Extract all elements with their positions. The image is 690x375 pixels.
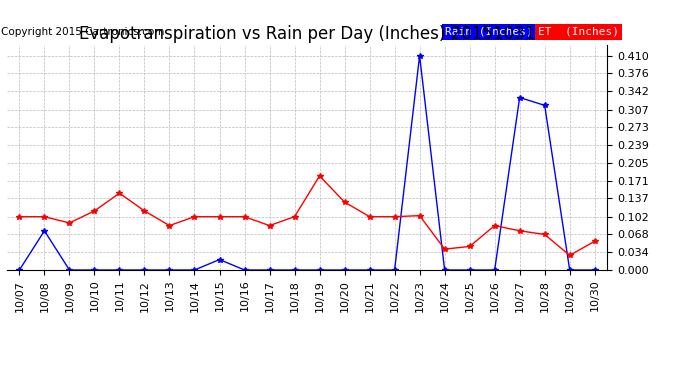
Text: Copyright 2015 Cartronics.com: Copyright 2015 Cartronics.com [1, 27, 164, 37]
Title: Evapotranspiration vs Rain per Day (Inches) 20151031: Evapotranspiration vs Rain per Day (Inch… [79, 26, 535, 44]
Text: ET  (Inches): ET (Inches) [538, 27, 619, 37]
Text: Rain (Inches): Rain (Inches) [445, 27, 533, 37]
